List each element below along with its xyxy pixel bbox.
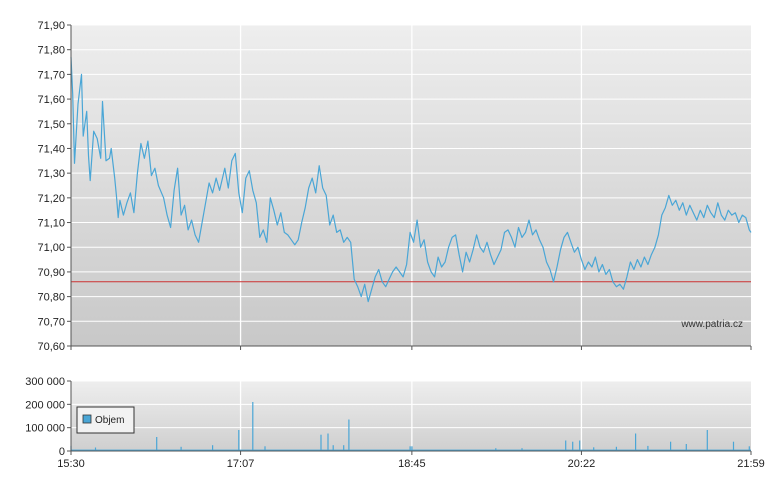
price-y-tick-label: 71,50 [37,119,65,131]
volume-y-tick-label: 200 000 [25,399,65,411]
price-y-tick-label: 71,20 [37,193,65,205]
volume-bar [579,440,581,451]
volume-bar [670,441,672,451]
volume-y-tick-label: 300 000 [25,376,65,388]
volume-bar [521,448,523,451]
price-y-tick-label: 71,30 [37,168,65,180]
x-tick-label: 15:30 [57,458,85,470]
price-y-tick-label: 71,90 [37,20,65,32]
volume-y-tick-label: 0 [59,446,65,458]
volume-bar [593,447,595,451]
volume-y-tick-label: 100 000 [25,423,65,435]
volume-panel: 0 100 000 200 000 300 000 15:30 17:07 18:45 20… [25,376,765,470]
volume-bar [411,446,413,451]
price-y-tick-label: 71,80 [37,45,65,57]
volume-bar [156,437,158,451]
price-y-tick-label: 71,40 [37,143,65,155]
volume-baseline-bar [71,449,751,451]
volume-bar [748,446,750,451]
volume-bar [343,445,345,451]
price-plot-background [71,25,751,346]
volume-bar [332,445,334,451]
price-y-tick-label: 71,60 [37,94,65,106]
volume-bar [320,434,322,451]
volume-bar [409,446,411,451]
legend-label: Objem [95,415,124,426]
volume-y-axis-ticks: 0 100 000 200 000 300 000 [25,376,71,458]
volume-bar [706,430,708,451]
volume-bar [615,446,617,451]
volume-bar [495,448,497,451]
volume-bar [180,446,182,451]
price-y-tick-label: 70,60 [37,341,65,353]
volume-vertical-gridlines [239,381,583,451]
volume-plot-background [71,381,751,451]
price-y-tick-label: 70,80 [37,292,65,304]
volume-bar [212,445,214,451]
price-vertical-gridlines [239,25,583,346]
volume-x-axis-ticks: 15:30 17:07 18:45 20:22 21:59 [57,381,765,470]
legend-swatch-icon [82,414,92,424]
price-panel: www.patria.cz 70,6070,7070,8070,9071,007… [37,20,752,353]
volume-bar [252,402,254,451]
price-y-tick-label: 70,70 [37,316,65,328]
volume-bar [94,447,97,451]
volume-bar [264,446,266,451]
volume-bar [327,433,329,451]
price-y-tick-label: 71,10 [37,218,65,230]
price-y-tick-label: 71,00 [37,242,65,254]
price-y-tick-label: 70,90 [37,267,65,279]
x-tick-label: 18:45 [398,458,426,470]
price-line [70,57,752,303]
volume-bar [685,444,687,451]
volume-bar [572,441,574,451]
volume-bar [647,445,649,451]
price-y-tick-label: 71,70 [37,69,65,81]
volume-bar [238,430,240,451]
x-tick-label: 17:07 [227,458,255,470]
volume-bars [70,402,751,451]
volume-bar [732,441,735,451]
price-x-axis-ticks [70,25,752,350]
price-y-axis-ticks: 70,60 70,70 70,80 70,90 71,00 71,10 71,20 71,30… [37,20,71,353]
x-tick-label: 20:22 [568,458,596,470]
price-horizontal-gridlines [71,24,751,347]
volume-bar [348,419,350,451]
watermark-text: www.patria.cz [680,319,743,330]
x-tick-label: 21:59 [737,458,765,470]
volume-bar [565,440,567,451]
volume-bar [635,433,637,451]
volume-legend: Objem [76,406,135,434]
